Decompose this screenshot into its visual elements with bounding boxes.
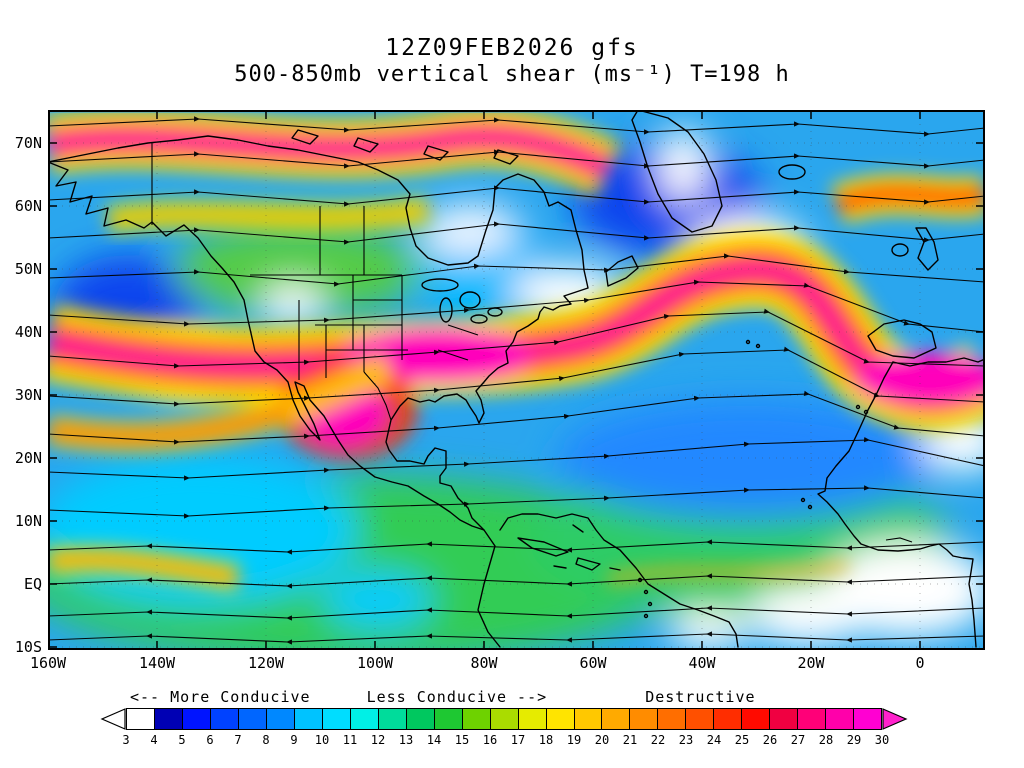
colorbar-left-arrow bbox=[100, 708, 126, 730]
colorbar-cell bbox=[574, 709, 603, 729]
map-plot-area bbox=[48, 110, 985, 650]
colorbar-tick-label: 24 bbox=[706, 733, 722, 747]
conduciveness-legend: <-- More Conducive Less Conducive --> De… bbox=[48, 688, 985, 706]
legend-destructive: Destructive bbox=[645, 688, 756, 706]
x-axis-tick-label: 100W bbox=[356, 654, 394, 672]
chart-title-block: 12Z09FEB2026 gfs 500-850mb vertical shea… bbox=[0, 34, 1024, 89]
y-axis-tick-label: 20N bbox=[14, 449, 42, 467]
colorbar-cell bbox=[322, 709, 351, 729]
x-axis-tick-label: 120W bbox=[247, 654, 285, 672]
colorbar-tick-label: 8 bbox=[262, 733, 270, 747]
colorbar-cell bbox=[406, 709, 435, 729]
colorbar-cell bbox=[798, 709, 827, 729]
streamlines bbox=[48, 116, 985, 645]
colorbar-tick-label: 15 bbox=[454, 733, 470, 747]
colorbar-cell bbox=[546, 709, 575, 729]
colorbar: 3 4 5 6 7 8 9 10 11 12 13 14 15 16 17 18 19 20 21 22 23 24 25 2… bbox=[100, 708, 908, 749]
colorbar-cell bbox=[210, 709, 239, 729]
colorbar-row bbox=[100, 708, 908, 730]
x-axis-tick-label: 60W bbox=[579, 654, 607, 672]
x-axis-labels: 160W 140W 120W 100W 80W 60W 40W 20W 0 bbox=[30, 654, 985, 674]
colorbar-cell bbox=[378, 709, 407, 729]
x-axis-tick-label: 160W bbox=[29, 654, 67, 672]
colorbar-cell bbox=[490, 709, 519, 729]
colorbar-cell bbox=[686, 709, 715, 729]
colorbar-tick-label: 17 bbox=[510, 733, 526, 747]
colorbar-cell bbox=[826, 709, 855, 729]
x-axis-tick-label: 40W bbox=[688, 654, 716, 672]
colorbar-cell bbox=[294, 709, 323, 729]
colorbar-tick-label: 30 bbox=[874, 733, 890, 747]
colorbar-tick-label: 5 bbox=[178, 733, 186, 747]
y-axis-tick-label: 10S bbox=[14, 638, 42, 656]
colorbar-cell bbox=[658, 709, 687, 729]
colorbar-tick-label: 19 bbox=[566, 733, 582, 747]
colorbar-tick-label: 23 bbox=[678, 733, 694, 747]
colorbar-cell bbox=[854, 709, 882, 729]
shear-field bbox=[48, 110, 985, 650]
colorbar-cell bbox=[154, 709, 183, 729]
state-borders bbox=[151, 143, 913, 543]
colorbar-tick-label: 13 bbox=[398, 733, 414, 747]
colorbar-cell bbox=[630, 709, 659, 729]
colorbar-cell bbox=[350, 709, 379, 729]
colorbar-cell bbox=[182, 709, 211, 729]
colorbar-cell bbox=[602, 709, 631, 729]
y-axis-tick-label: 50N bbox=[14, 260, 42, 278]
colorbar-tick-label: 18 bbox=[538, 733, 554, 747]
colorbar-cells bbox=[126, 708, 882, 730]
colorbar-cell bbox=[266, 709, 295, 729]
colorbar-tick-label: 7 bbox=[234, 733, 242, 747]
y-axis-tick-label: EQ bbox=[23, 575, 42, 593]
colorbar-cell bbox=[238, 709, 267, 729]
colorbar-cell bbox=[462, 709, 491, 729]
x-axis-tick-label: 140W bbox=[138, 654, 176, 672]
plot-frame bbox=[48, 110, 985, 650]
y-axis-tick-label: 60N bbox=[14, 197, 42, 215]
colorbar-tick-label: 28 bbox=[818, 733, 834, 747]
colorbar-right-arrow-shape bbox=[882, 708, 908, 730]
colorbar-cell bbox=[518, 709, 547, 729]
colorbar-tick-label: 29 bbox=[846, 733, 862, 747]
colorbar-tick-label: 26 bbox=[762, 733, 778, 747]
y-axis-labels: 70N 60N 50N 40N 30N 20N 10N EQ 10S bbox=[0, 110, 44, 656]
x-axis-tick-label: 80W bbox=[470, 654, 498, 672]
colorbar-tick-label: 25 bbox=[734, 733, 750, 747]
y-axis-tick-label: 70N bbox=[14, 134, 42, 152]
colorbar-cell bbox=[770, 709, 799, 729]
colorbar-tick-label: 14 bbox=[426, 733, 442, 747]
y-axis-tick-label: 30N bbox=[14, 386, 42, 404]
y-axis-tick-label: 10N bbox=[14, 512, 42, 530]
colorbar-left-arrow-shape bbox=[100, 708, 126, 730]
y-axis-tick-label: 40N bbox=[14, 323, 42, 341]
x-axis-tick-label: 20W bbox=[797, 654, 825, 672]
x-axis-tick-label: 0 bbox=[915, 654, 925, 672]
coastlines bbox=[48, 110, 985, 648]
legend-less-conducive: Less Conducive --> bbox=[366, 688, 548, 706]
colorbar-tick-labels: 3 4 5 6 7 8 9 10 11 12 13 14 15 16 17 18 19 20 21 22 23 24 25 2… bbox=[100, 733, 908, 749]
colorbar-tick-label: 6 bbox=[206, 733, 214, 747]
colorbar-tick-label: 3 bbox=[122, 733, 130, 747]
colorbar-tick-label: 12 bbox=[370, 733, 386, 747]
colorbar-tick-label: 9 bbox=[290, 733, 298, 747]
chart-title-line2: 500-850mb vertical shear (ms⁻¹) T=198 h bbox=[234, 62, 790, 88]
colorbar-cell bbox=[742, 709, 771, 729]
colorbar-cell bbox=[434, 709, 463, 729]
colorbar-tick-label: 4 bbox=[150, 733, 158, 747]
colorbar-cell bbox=[127, 709, 155, 729]
legend-more-conducive: <-- More Conducive bbox=[130, 688, 311, 706]
colorbar-tick-label: 11 bbox=[342, 733, 358, 747]
colorbar-tick-label: 27 bbox=[790, 733, 806, 747]
colorbar-tick-label: 16 bbox=[482, 733, 498, 747]
colorbar-tick-label: 20 bbox=[594, 733, 610, 747]
colorbar-cell bbox=[714, 709, 743, 729]
colorbar-tick-label: 21 bbox=[622, 733, 638, 747]
colorbar-tick-label: 22 bbox=[650, 733, 666, 747]
colorbar-tick-label: 10 bbox=[314, 733, 330, 747]
colorbar-right-arrow bbox=[882, 708, 908, 730]
shear-map-svg bbox=[48, 110, 985, 650]
chart-title-line1: 12Z09FEB2026 gfs bbox=[385, 35, 639, 61]
